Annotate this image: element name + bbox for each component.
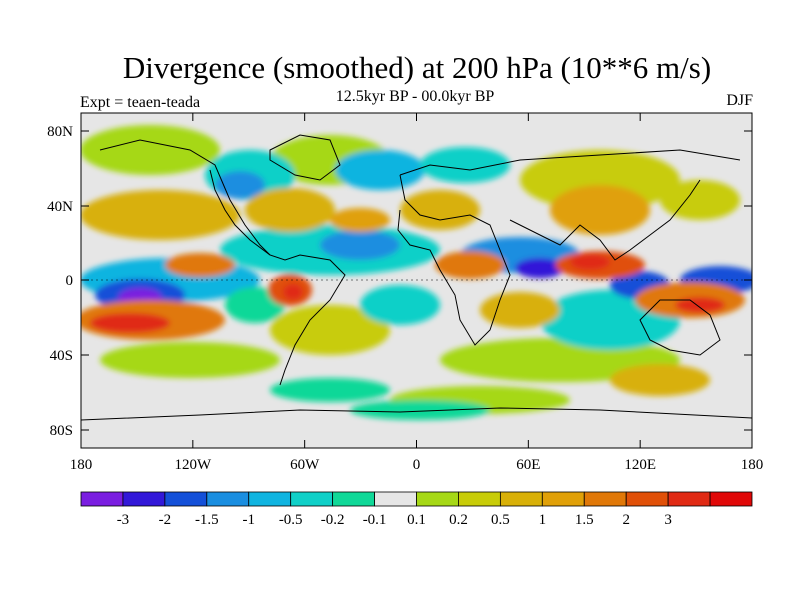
lon-tick-label: 60W (290, 457, 320, 473)
map-field (81, 113, 752, 448)
colorbar-label: -1 (243, 512, 256, 528)
lon-tick-label: 0 (413, 457, 421, 473)
colorbar-label: 1 (539, 512, 547, 528)
colorbar-swatch (80, 491, 124, 507)
colorbar-label: 3 (664, 512, 672, 528)
colorbar-label: -1.5 (195, 512, 219, 528)
colorbar-label: -0.1 (363, 512, 387, 528)
colorbar-label: 0.5 (491, 512, 510, 528)
colorbar-label: 0.2 (449, 512, 468, 528)
colorbar-label: -0.5 (279, 512, 303, 528)
colorbar-swatch (416, 491, 459, 507)
colorbar-label: 0.1 (407, 512, 426, 528)
colorbar-swatch (583, 491, 627, 507)
colorbar-swatch (667, 491, 711, 507)
colorbar-swatch (374, 491, 417, 507)
lon-tick-label: 120W (174, 457, 212, 473)
colorbar-swatch (499, 491, 543, 507)
coastlines (81, 134, 752, 421)
map-title: Divergence (smoothed) at 200 hPa (10**6 … (122, 50, 712, 85)
longitude-axis: 180 120W 60W 0 60E 120E 180 (70, 113, 764, 473)
field-patches (81, 125, 752, 420)
lat-tick-label: 80N (47, 124, 73, 140)
lat-tick-label: 80S (50, 423, 73, 439)
colorbar-swatch (332, 491, 375, 507)
lon-tick-label: 120E (624, 457, 656, 473)
latitude-axis: 80N 40N 0 40S 80S (47, 124, 752, 439)
colorbar-label: -3 (117, 512, 130, 528)
colorbar-swatch (541, 491, 585, 507)
colorbar-swatch (248, 491, 292, 507)
colorbar-label: 1.5 (575, 512, 594, 528)
colorbar-swatch (458, 491, 501, 507)
colorbar-swatch (625, 491, 669, 507)
colorbar-label: -0.2 (321, 512, 345, 528)
lat-tick-label: 0 (66, 273, 74, 289)
lon-tick-label: 180 (70, 457, 93, 473)
lat-tick-label: 40S (50, 348, 73, 364)
lat-tick-label: 40N (47, 199, 73, 215)
colorbar-swatch (164, 491, 208, 507)
lon-tick-label: 60E (516, 457, 540, 473)
colorbar-swatch (206, 491, 250, 507)
lon-tick-label: 180 (741, 457, 764, 473)
season-label: DJF (726, 92, 753, 109)
colorbar-swatch (290, 491, 334, 507)
colorbar-swatch (709, 491, 753, 507)
experiment-label: Expt = teaen-teada (80, 94, 201, 111)
colorbar-swatch (122, 491, 166, 507)
map-subtitle: 12.5kyr BP - 00.0kyr BP (335, 88, 495, 105)
colorbar-label: 2 (622, 512, 630, 528)
colorbar: -3 -2 -1.5 -1 -0.5 -0.2 -0.1 0.1 0.2 0.5 1 1.5 2 3 (80, 491, 753, 528)
colorbar-label: -2 (159, 512, 172, 528)
